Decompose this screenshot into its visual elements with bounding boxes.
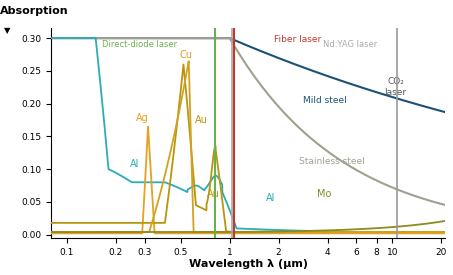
Text: ▼: ▼ xyxy=(4,26,10,35)
Text: Cu: Cu xyxy=(179,50,192,60)
Text: Ag: Ag xyxy=(136,112,149,123)
Text: CO₂
laser: CO₂ laser xyxy=(385,77,407,97)
Text: Au: Au xyxy=(195,115,208,125)
Text: Mo: Mo xyxy=(317,189,331,199)
Text: Au: Au xyxy=(207,189,220,199)
Text: Stainless steel: Stainless steel xyxy=(299,156,365,166)
Text: Absorption: Absorption xyxy=(0,6,69,16)
Text: Direct-diode laser: Direct-diode laser xyxy=(102,40,178,49)
Text: Mild steel: Mild steel xyxy=(303,96,347,105)
Text: Al: Al xyxy=(130,159,140,169)
Text: Nd:YAG laser: Nd:YAG laser xyxy=(323,40,377,49)
X-axis label: Wavelength λ (μm): Wavelength λ (μm) xyxy=(188,259,308,270)
Text: Al: Al xyxy=(266,193,275,203)
Text: Fiber laser: Fiber laser xyxy=(274,35,321,43)
